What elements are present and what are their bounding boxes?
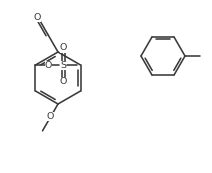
Text: O: O	[60, 78, 67, 86]
Text: O: O	[47, 112, 54, 121]
Text: S: S	[60, 61, 67, 70]
Text: O: O	[60, 43, 67, 52]
Text: O: O	[33, 13, 41, 22]
Text: O: O	[45, 61, 52, 70]
